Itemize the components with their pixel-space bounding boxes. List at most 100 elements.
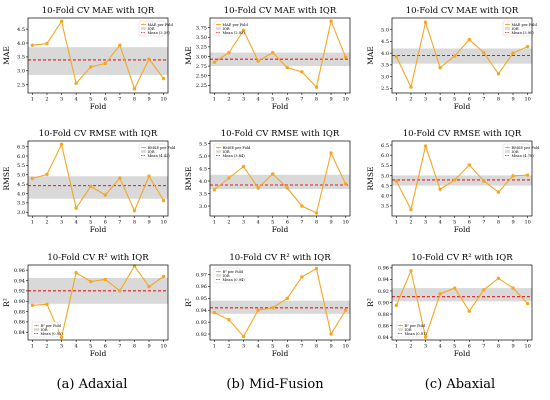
iqr-band xyxy=(28,47,168,75)
y-tick-label: 3.75 xyxy=(196,25,207,31)
data-point xyxy=(103,61,107,66)
legend-mean-label: Mean (3.39) xyxy=(148,31,171,35)
legend-mean-label: Mean (0.92) xyxy=(41,332,64,336)
x-tick-label: 8 xyxy=(133,220,136,226)
data-point xyxy=(161,198,166,203)
data-point xyxy=(241,164,246,169)
y-tick-label: 4.0 xyxy=(17,41,25,47)
series-line xyxy=(32,265,164,340)
data-point xyxy=(409,269,413,273)
y-tick-label: 4.5 xyxy=(381,183,389,189)
y-tick-label: 0.94 xyxy=(378,277,389,283)
x-axis-label: Fold xyxy=(90,102,107,111)
x-tick-label: 7 xyxy=(300,97,303,103)
caption-c: (c) Abaxial xyxy=(425,377,495,392)
y-tick-label: 3.5 xyxy=(381,204,389,210)
legend-series-label: MAE per Fold xyxy=(223,23,249,27)
x-tick-label: 3 xyxy=(424,344,427,350)
data-point xyxy=(118,43,122,47)
y-axis-label: RMSE xyxy=(2,167,11,191)
y-tick-label: 6.0 xyxy=(381,153,389,159)
y-tick-label: 5.0 xyxy=(381,173,389,179)
data-point xyxy=(496,276,501,280)
x-axis-label: Fold xyxy=(454,102,471,111)
x-tick-label: 8 xyxy=(497,220,500,226)
legend-series-marker xyxy=(399,324,402,327)
y-tick-label: 0.95 xyxy=(196,296,207,302)
x-tick-label: 10 xyxy=(342,344,348,350)
legend-mean-label: Mean (0.94) xyxy=(223,278,246,282)
y-tick-label: 0.96 xyxy=(196,284,207,290)
x-tick-label: 2 xyxy=(227,220,230,226)
data-point xyxy=(74,206,78,210)
y-tick-label: 2.50 xyxy=(196,73,207,79)
legend-iqr-swatch xyxy=(216,27,221,30)
x-tick-label: 4 xyxy=(75,344,78,350)
iqr-band xyxy=(210,300,350,314)
x-tick-label: 7 xyxy=(482,220,485,226)
legend-iqr-swatch xyxy=(505,27,510,30)
data-point xyxy=(300,275,304,279)
x-tick-label: 5 xyxy=(89,344,92,350)
data-point xyxy=(423,335,428,339)
legend-mean-label: Mean (2.93) xyxy=(223,31,246,35)
x-tick-label: 5 xyxy=(453,97,456,103)
x-tick-label: 5 xyxy=(453,220,456,226)
x-tick-label: 9 xyxy=(147,220,150,226)
x-axis-label: Fold xyxy=(90,349,107,358)
x-tick-label: 9 xyxy=(511,220,514,226)
caption-a: (a) Adaxial xyxy=(57,377,128,392)
chart-title: 10-Fold CV R² with IQR xyxy=(411,253,513,263)
y-axis-label: R² xyxy=(2,298,11,307)
x-tick-label: 10 xyxy=(342,220,348,226)
y-tick-label: 5.0 xyxy=(17,173,25,179)
iqr-band xyxy=(392,48,532,64)
x-tick-label: 7 xyxy=(482,344,485,350)
x-tick-label: 4 xyxy=(257,344,260,350)
x-tick-label: 7 xyxy=(118,220,121,226)
data-point xyxy=(438,292,442,296)
x-tick-label: 9 xyxy=(147,97,150,103)
x-tick-label: 1 xyxy=(31,344,34,350)
x-axis-label: Fold xyxy=(90,225,107,234)
legend-iqr-label: IQR xyxy=(223,27,230,31)
data-point xyxy=(314,266,319,271)
y-tick-label: 5.0 xyxy=(199,154,207,160)
legend-series-marker xyxy=(35,324,38,327)
plot-frame xyxy=(391,140,533,217)
y-tick-label: 4.5 xyxy=(381,39,389,45)
data-point xyxy=(118,176,122,180)
x-tick-label: 2 xyxy=(409,220,412,226)
x-tick-label: 1 xyxy=(395,344,398,350)
data-point xyxy=(285,296,289,301)
iqr-band xyxy=(28,176,168,199)
x-tick-label: 8 xyxy=(133,344,136,350)
x-tick-label: 5 xyxy=(271,97,274,103)
data-point xyxy=(300,70,304,74)
iqr-band xyxy=(392,175,532,186)
y-tick-label: 4.0 xyxy=(381,194,389,200)
x-tick-label: 6 xyxy=(104,220,107,226)
x-tick-label: 2 xyxy=(45,344,48,350)
y-tick-label: 3.5 xyxy=(17,55,25,61)
y-tick-label: 0.94 xyxy=(14,278,25,284)
series-line xyxy=(32,142,165,213)
x-tick-label: 3 xyxy=(60,344,63,350)
data-point xyxy=(241,334,246,339)
y-tick-label: 0.86 xyxy=(378,323,389,329)
series-line xyxy=(395,144,528,212)
x-tick-label: 6 xyxy=(104,344,107,350)
data-point xyxy=(525,44,530,49)
y-tick-label: 3.0 xyxy=(381,74,389,80)
legend-iqr-swatch xyxy=(505,150,510,153)
legend-iqr-label: IQR xyxy=(405,328,412,332)
y-tick-label: 4.5 xyxy=(17,27,25,33)
chart-panel-2: 1 2 3 4 5 6 7 8 9 10 2.25 2.50 2.75 3.00 3.25 3.50 3.75 1… xyxy=(184,6,351,111)
legend-iqr-swatch xyxy=(141,27,146,30)
chart-panel-6: 1 2 3 4 5 6 7 8 9 10 3.5 4.0 4.5 5.0 5.5 6.0 6.5 10-Fold … xyxy=(366,129,540,234)
legend-series-marker xyxy=(506,146,509,149)
